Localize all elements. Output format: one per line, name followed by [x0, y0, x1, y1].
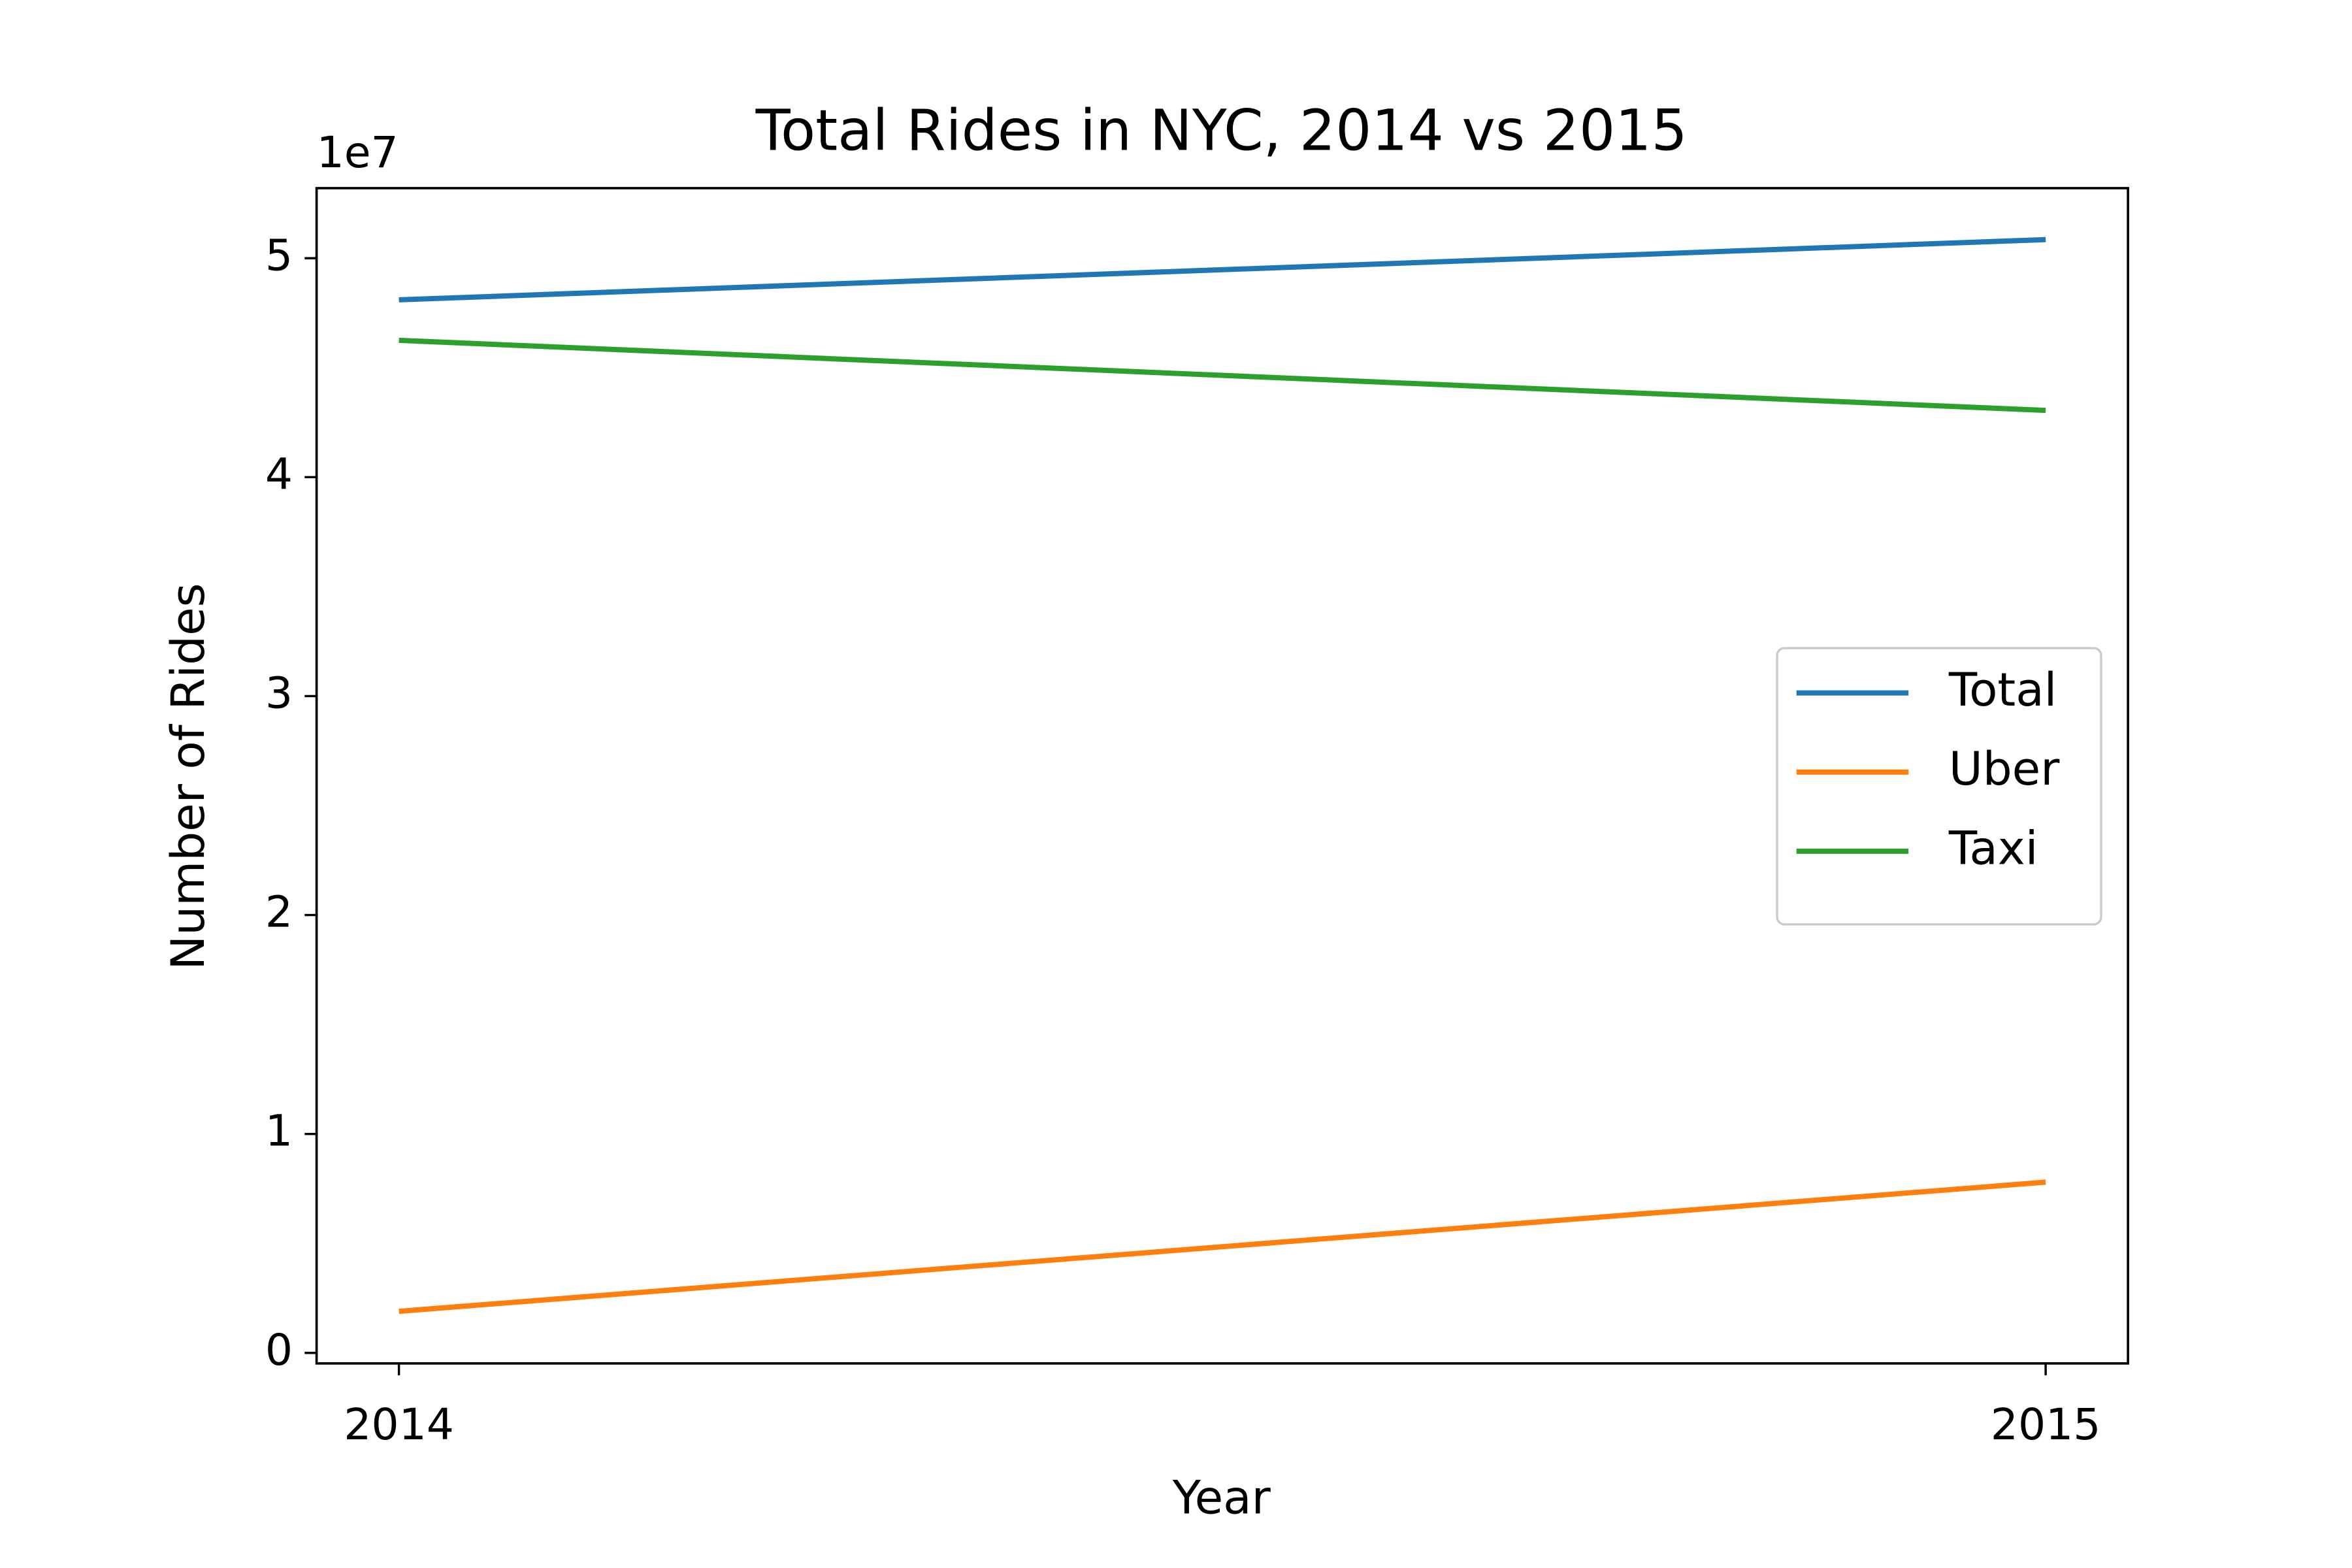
y-axis-label: Number of Rides — [161, 583, 215, 970]
plot-frame — [315, 187, 2129, 1365]
legend-box — [1776, 647, 2102, 926]
x-axis-label: Year — [1172, 1471, 1271, 1525]
y-tick-label: 3 — [265, 668, 293, 719]
series-line — [399, 1179, 2046, 1315]
y-tick-label: 4 — [265, 448, 293, 499]
series-line — [399, 337, 2046, 414]
y-tick-label: 0 — [265, 1324, 293, 1375]
legend-label: Taxi — [1948, 821, 2038, 875]
y-tick-label: 5 — [265, 229, 293, 280]
chart-title: Total Rides in NYC, 2014 vs 2015 — [755, 98, 1688, 164]
y-tick-label: 1 — [265, 1105, 293, 1156]
series-line — [399, 237, 2046, 302]
x-tick-label: 2015 — [1991, 1399, 2101, 1450]
legend-label: Total — [1948, 662, 2057, 717]
y-offset-label: 1e7 — [317, 127, 399, 178]
y-tick-label: 2 — [265, 887, 293, 938]
x-tick-label: 2014 — [344, 1399, 454, 1450]
legend-label: Uber — [1949, 742, 2060, 796]
